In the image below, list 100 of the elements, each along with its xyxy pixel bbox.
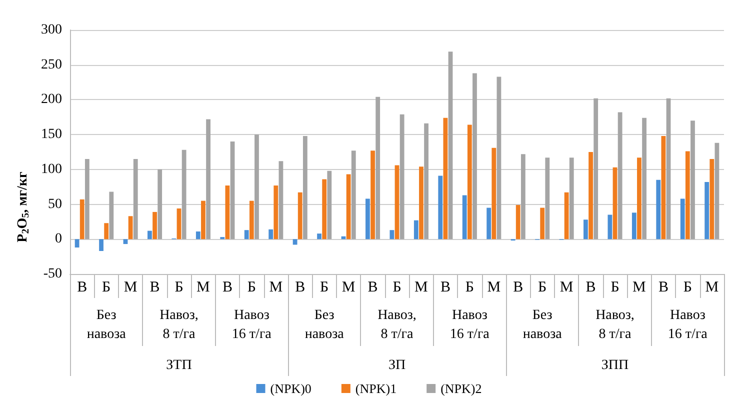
bar	[104, 223, 109, 240]
bar	[419, 166, 424, 240]
bar	[516, 204, 520, 240]
bar	[80, 199, 84, 240]
bar	[642, 118, 646, 240]
bar	[540, 208, 545, 240]
bar	[612, 167, 618, 240]
bar	[632, 212, 636, 240]
bar	[661, 136, 666, 240]
bar	[685, 151, 690, 240]
bar	[152, 212, 157, 240]
bar	[230, 142, 235, 240]
bar	[448, 52, 453, 240]
y-tick-label: 100	[41, 162, 62, 177]
text: Навоз 16 т/га	[450, 308, 490, 342]
bar	[486, 208, 492, 240]
text: Без навоза	[304, 308, 345, 342]
bar	[123, 239, 128, 244]
bar	[249, 200, 254, 240]
bar	[414, 220, 418, 240]
bar	[588, 152, 593, 240]
text: Без навоза	[522, 308, 563, 342]
bar	[201, 200, 206, 240]
bar	[322, 179, 327, 240]
bar	[714, 142, 720, 240]
bar	[394, 165, 400, 240]
y-tick-label: 250	[41, 57, 62, 72]
x-tick-label: Б	[102, 280, 111, 296]
legend-label: (NPK)1	[355, 381, 397, 396]
text: Навоз, 8 т/га	[160, 308, 198, 342]
bar	[520, 154, 526, 240]
x-tick-label: М	[560, 280, 574, 296]
bar	[74, 239, 80, 248]
bar	[206, 119, 210, 240]
bar	[182, 150, 186, 240]
bar	[710, 158, 714, 240]
x-tick-label: В	[77, 280, 88, 296]
bar	[462, 195, 467, 240]
x-tick-label: В	[440, 280, 450, 296]
y-axis-title: P2O5, мг/кг	[16, 172, 32, 242]
x-tick-label: М	[124, 280, 138, 296]
bar	[268, 229, 274, 240]
bar	[376, 96, 380, 240]
bar	[569, 158, 574, 240]
x-tick-label: В	[658, 280, 668, 296]
legend-label: (NPK)2	[440, 381, 482, 396]
text: Навоз, 8 т/га	[596, 308, 634, 342]
bar	[666, 98, 671, 240]
bar	[467, 124, 472, 240]
text: ЗПП	[601, 358, 629, 373]
bar	[109, 192, 114, 240]
bar	[443, 118, 448, 240]
x-tick-label: В	[150, 280, 160, 296]
bar	[254, 134, 259, 240]
x-tick-label: Б	[610, 280, 620, 296]
x-tick-label: М	[632, 280, 646, 296]
x-tick-label: М	[705, 280, 719, 296]
bar	[545, 158, 550, 240]
bar	[158, 169, 162, 240]
bar	[400, 114, 404, 240]
bar	[564, 192, 569, 240]
bar	[317, 234, 322, 240]
text: ЗП	[388, 358, 406, 373]
x-tick-label: М	[196, 280, 210, 296]
bar	[366, 198, 370, 240]
y-tick-label: 50	[48, 196, 62, 212]
bar	[496, 76, 502, 240]
bar	[133, 158, 138, 240]
bar	[128, 216, 133, 240]
bar	[351, 150, 356, 240]
bar	[196, 231, 200, 240]
bar	[424, 123, 428, 240]
x-tick-label: М	[269, 280, 283, 296]
x-tick-label: Б	[247, 280, 256, 296]
bar	[656, 180, 661, 240]
bar	[278, 161, 284, 240]
bar	[292, 239, 298, 245]
bar	[704, 182, 710, 240]
bar	[99, 239, 104, 251]
x-tick-label: В	[513, 280, 524, 296]
bar	[225, 185, 230, 240]
bar	[327, 170, 332, 240]
text: Навоз 16 т/га	[232, 308, 272, 342]
text: Навоз 16 т/га	[668, 308, 708, 342]
y-tick-label: 200	[41, 92, 62, 108]
x-tick-label: Б	[392, 280, 402, 296]
x-tick-label: М	[342, 280, 356, 296]
bar	[390, 230, 394, 240]
bar	[302, 136, 308, 240]
bar	[274, 185, 278, 240]
bar	[176, 208, 182, 240]
bar	[438, 176, 443, 240]
bar	[346, 174, 351, 240]
bar	[244, 230, 249, 240]
x-tick-label: Б	[538, 280, 547, 296]
x-tick-label: Б	[465, 280, 474, 296]
y-tick-label: -50	[43, 266, 62, 282]
bar	[492, 148, 496, 240]
legend-label: (NPK)0	[270, 381, 312, 396]
x-tick-label: В	[586, 280, 596, 296]
